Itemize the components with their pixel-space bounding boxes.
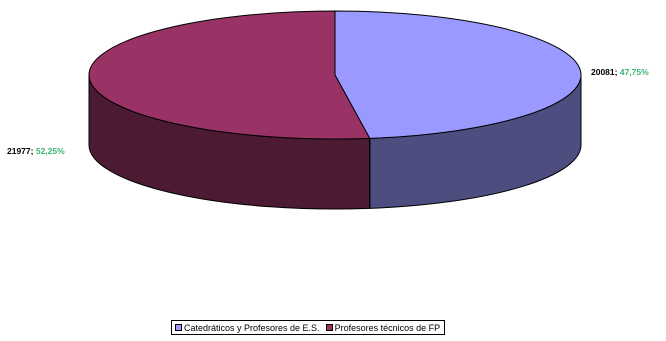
legend-item-catedraticos: Catedráticos y Profesores de E.S. bbox=[175, 323, 320, 333]
data-label-profesores-tecnicos: 21977; 52,25% bbox=[7, 146, 65, 156]
data-label-separator: ; bbox=[614, 67, 620, 77]
data-label-percent: 52,25% bbox=[35, 146, 65, 156]
data-label-separator: ; bbox=[30, 146, 36, 156]
pie-slice-catedraticos bbox=[334, 10, 582, 139]
legend-label-profesores-tecnicos: Profesores técnicos de FP bbox=[334, 322, 441, 333]
data-label-value: 20081 bbox=[591, 67, 615, 77]
legend-swatch-profesores-tecnicos bbox=[325, 324, 333, 331]
data-label-percent: 47,75% bbox=[619, 67, 649, 77]
legend-item-profesores-tecnicos: Profesores técnicos de FP bbox=[325, 322, 441, 333]
data-label-value: 21977 bbox=[7, 146, 31, 156]
pie-slice-profesores-tecnicos bbox=[88, 10, 371, 140]
legend-swatch-catedraticos bbox=[175, 324, 182, 331]
chart-legend: Catedráticos y Profesores de E.S. Profes… bbox=[171, 320, 446, 335]
data-label-catedraticos: 20081; 47,75% bbox=[591, 67, 649, 77]
legend-label-catedraticos: Catedráticos y Profesores de E.S. bbox=[184, 322, 320, 333]
